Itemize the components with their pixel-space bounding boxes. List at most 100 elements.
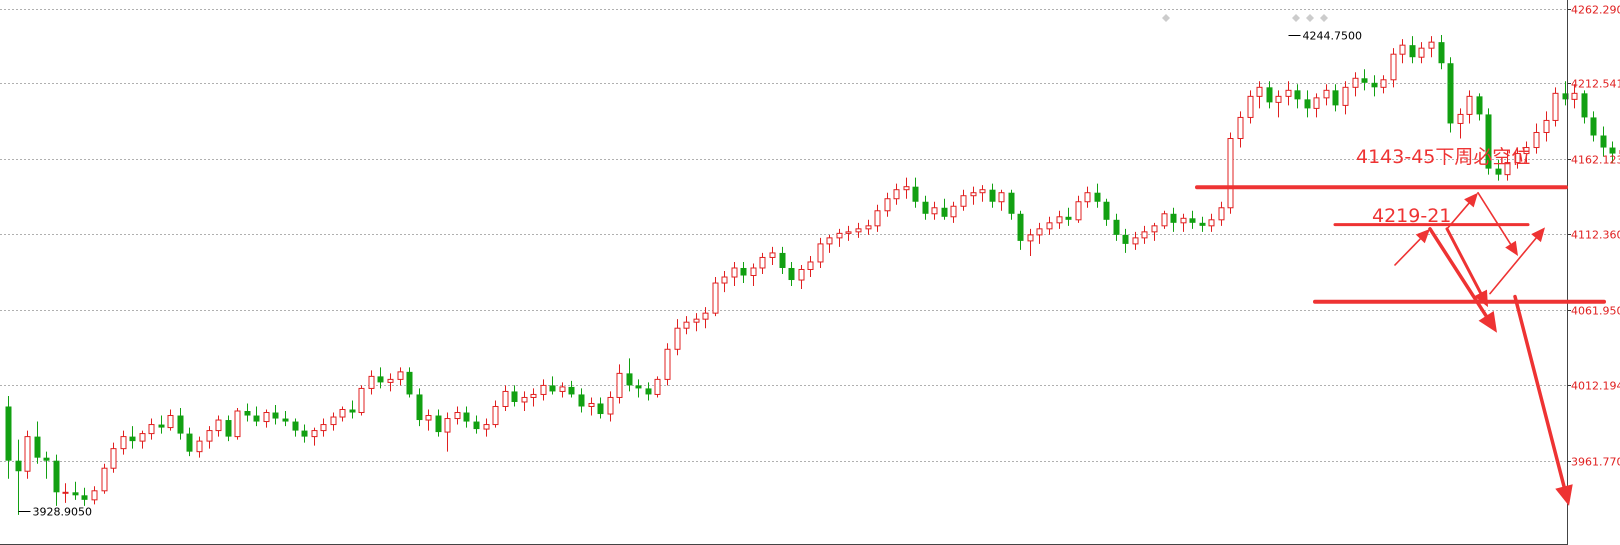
- candle-up: [1218, 201, 1225, 226]
- candle-body: [941, 207, 948, 217]
- candle-body: [1571, 92, 1578, 100]
- candle-down: [129, 426, 136, 449]
- candle-body: [349, 409, 356, 413]
- candle-up: [979, 185, 986, 202]
- candle-body: [1294, 90, 1301, 100]
- candle-up: [845, 225, 852, 241]
- candle-body: [15, 460, 22, 472]
- candle-body: [454, 412, 461, 420]
- candle-body: [1094, 192, 1101, 202]
- signal-marker: [1292, 14, 1300, 22]
- candle-up: [855, 222, 862, 238]
- candle-up: [874, 204, 881, 232]
- candle-up: [492, 400, 499, 428]
- candle-body: [1399, 44, 1406, 55]
- candle-body: [540, 384, 547, 395]
- arrow-shaft: [1513, 294, 1566, 489]
- candle-down: [922, 195, 929, 220]
- low-label: 3928.9050: [33, 506, 93, 519]
- candle-body: [435, 415, 442, 433]
- high-label: 4244.7500: [1303, 30, 1363, 43]
- candle-up: [1571, 84, 1578, 109]
- candle-body: [865, 225, 872, 230]
- candle-body: [922, 201, 929, 214]
- candle-up: [970, 186, 977, 205]
- candle-up: [607, 391, 614, 422]
- y-tick-label: 4212.541: [1571, 78, 1620, 91]
- candle-up: [1256, 81, 1263, 109]
- candle-body: [702, 312, 709, 320]
- candle-down: [1103, 198, 1110, 226]
- candle-body: [234, 410, 241, 438]
- candle-body: [425, 415, 432, 421]
- candle-up: [425, 409, 432, 431]
- candle-up: [798, 264, 805, 290]
- candle-up: [664, 343, 671, 386]
- candle-up: [444, 412, 451, 452]
- arrow-head: [1531, 227, 1545, 243]
- candle-down: [301, 424, 308, 443]
- candle-body: [158, 424, 165, 428]
- candle-body: [492, 405, 499, 426]
- candle-body: [282, 418, 289, 422]
- candle-body: [1323, 89, 1330, 99]
- candle-down: [1199, 216, 1206, 232]
- candle-body: [616, 372, 623, 398]
- candle-down: [1008, 189, 1015, 220]
- candle-body: [196, 440, 203, 453]
- candle-down: [377, 367, 384, 389]
- candle-body: [5, 406, 12, 461]
- candle-up: [1227, 132, 1234, 214]
- candle-down: [1113, 213, 1120, 241]
- candle-body: [72, 492, 79, 496]
- candle-body: [292, 421, 299, 431]
- candle-body: [339, 409, 346, 418]
- candle-body: [998, 192, 1005, 203]
- annotation-label-gap: 4143-45下周必空位: [1356, 146, 1530, 168]
- candle-body: [788, 267, 795, 281]
- candle-body: [1122, 234, 1129, 244]
- y-tick-label: 4162.123: [1571, 154, 1620, 167]
- candle-body: [1151, 225, 1158, 233]
- candle-body: [683, 321, 690, 329]
- arrow-shaft: [1489, 237, 1537, 295]
- candle-body: [721, 276, 728, 284]
- candle-up: [263, 409, 270, 428]
- candle-body: [1084, 192, 1091, 203]
- candle-body: [578, 394, 585, 407]
- candle-body: [1495, 168, 1502, 175]
- candle-body: [1065, 216, 1072, 220]
- candle-body: [1466, 95, 1473, 115]
- candle-body: [654, 378, 661, 395]
- candle-down: [15, 439, 22, 515]
- candle-up: [1342, 81, 1349, 115]
- candle-body: [1275, 95, 1282, 103]
- candle-body: [1523, 147, 1530, 155]
- candle-up: [1543, 111, 1550, 142]
- candle-down: [1094, 183, 1101, 208]
- arrow-up-to-gap: [1446, 192, 1478, 230]
- candle-up: [731, 261, 738, 287]
- candle-body: [826, 237, 833, 245]
- candle-up: [807, 255, 814, 278]
- candle-up: [1323, 84, 1330, 106]
- candle-down: [1581, 90, 1588, 124]
- candle-body: [416, 394, 423, 421]
- arrow-down-right: [1477, 191, 1518, 256]
- candle-down: [1600, 126, 1607, 157]
- candle-up: [960, 189, 967, 211]
- candle-down: [740, 261, 747, 284]
- candle-body: [874, 210, 881, 227]
- candle-body: [674, 327, 681, 350]
- candle-up: [931, 201, 938, 220]
- candle-up: [24, 430, 31, 479]
- candle-body: [301, 430, 308, 437]
- candle-down: [1266, 81, 1273, 109]
- candle-down: [406, 367, 413, 398]
- candle-up: [865, 219, 872, 235]
- candle-body: [1247, 95, 1254, 118]
- candle-up: [893, 183, 900, 205]
- candle-up: [1466, 90, 1473, 124]
- arrow-head: [1464, 192, 1478, 208]
- candle-down: [292, 418, 299, 437]
